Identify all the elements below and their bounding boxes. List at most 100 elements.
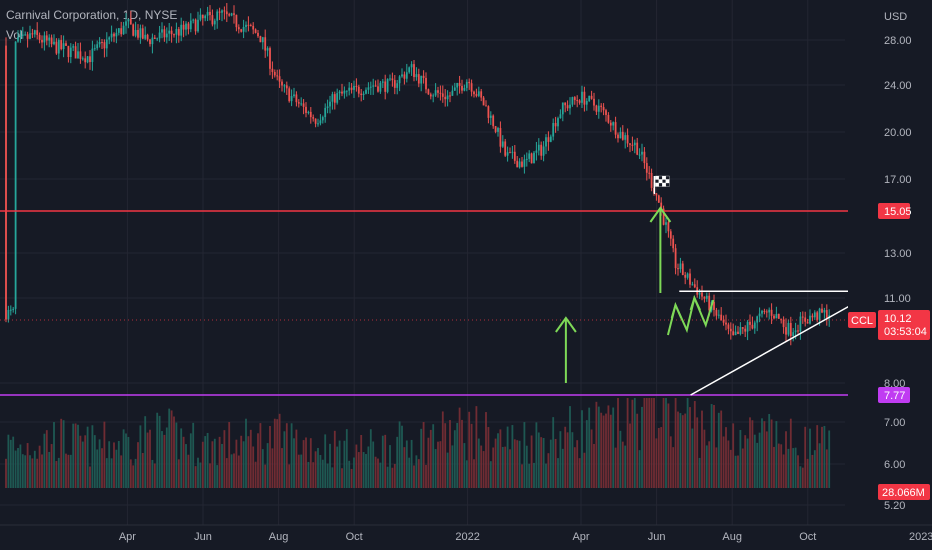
price-tick-label: 6.00 xyxy=(884,459,905,471)
volume-bar xyxy=(403,447,406,488)
candle-body xyxy=(583,91,586,105)
volume-bar xyxy=(561,448,564,488)
candle-body xyxy=(501,141,504,147)
volume-bar xyxy=(590,429,593,488)
candle-body xyxy=(218,11,221,13)
volume-bar xyxy=(825,449,828,488)
price-axis: USD5.206.007.008.0011.0013.0017.0020.002… xyxy=(848,0,932,525)
volume-bar xyxy=(523,422,526,488)
volume-bar xyxy=(288,464,291,488)
candle-body xyxy=(300,103,303,105)
volume-bar xyxy=(67,454,70,488)
candle-body xyxy=(69,47,72,58)
volume-bar xyxy=(161,431,163,488)
volume-bar xyxy=(182,436,185,488)
volume-bar xyxy=(261,449,264,488)
candle-body xyxy=(55,41,58,54)
volume-bar xyxy=(240,435,243,488)
volume-bar xyxy=(33,450,36,488)
volume-bar xyxy=(710,404,713,488)
volume-bar xyxy=(314,451,317,488)
volume-bar xyxy=(504,446,507,488)
volume-bar xyxy=(729,449,732,488)
candle-body xyxy=(252,25,255,30)
candle-body xyxy=(816,312,819,320)
level-label: 15.05 xyxy=(884,206,912,218)
time-tick-label: Oct xyxy=(346,531,363,543)
candle-body xyxy=(785,327,787,335)
volume-bar xyxy=(576,440,579,488)
volume-bar xyxy=(741,448,744,488)
candlesticks xyxy=(5,3,831,346)
candle-body xyxy=(65,43,67,46)
candle-body xyxy=(345,90,348,92)
candle-body xyxy=(158,32,161,39)
volume-bar xyxy=(701,410,703,488)
candle-body xyxy=(753,322,756,329)
volume-bar xyxy=(103,421,106,488)
candle-body xyxy=(477,91,480,96)
time-tick-label: Apr xyxy=(119,531,136,543)
candle-body xyxy=(516,160,519,168)
candle-body xyxy=(708,295,711,311)
candle-body xyxy=(285,85,288,89)
volume-bar xyxy=(636,413,639,488)
candle-body xyxy=(273,71,276,76)
volume-bar xyxy=(245,418,247,488)
volume-bar xyxy=(732,423,735,488)
candle-body xyxy=(672,238,675,249)
candle-body xyxy=(125,21,127,26)
volume-bar xyxy=(141,452,144,488)
volume-bar xyxy=(307,461,310,488)
volume-bar xyxy=(621,441,624,488)
candle-body xyxy=(341,91,343,94)
candle-body xyxy=(153,37,156,39)
candle-body xyxy=(590,95,593,99)
volume-bar xyxy=(722,436,725,488)
candle-body xyxy=(137,29,139,38)
candle-body xyxy=(173,34,175,36)
volume-bar xyxy=(713,405,715,488)
candle-body xyxy=(110,33,113,38)
volume-bar xyxy=(384,434,387,488)
volume-bar xyxy=(24,455,27,488)
candle-body xyxy=(595,105,598,112)
volume-bar xyxy=(487,427,490,488)
volume-bar xyxy=(365,454,367,488)
volume-bar xyxy=(65,453,67,488)
volume-bar xyxy=(353,457,355,488)
volume-bar xyxy=(290,423,293,488)
volume-bar xyxy=(398,421,401,488)
candle-body xyxy=(741,327,744,329)
volume-bar xyxy=(98,439,101,488)
volume-bar xyxy=(101,448,103,488)
candle-body xyxy=(717,314,720,316)
volume-bar xyxy=(153,463,156,488)
candle-body xyxy=(415,74,418,78)
volume-bar xyxy=(305,437,307,488)
current-price-value: 10.12 xyxy=(884,313,912,325)
candle-body xyxy=(525,158,528,160)
volume-bar xyxy=(285,423,288,488)
candle-body xyxy=(473,91,475,95)
candle-body xyxy=(727,324,730,329)
candle-body xyxy=(821,308,823,313)
flag-cell xyxy=(658,182,663,187)
volume-bar xyxy=(542,437,545,488)
volume-bar xyxy=(684,413,687,488)
volume-bar xyxy=(739,430,742,488)
candle-body xyxy=(667,222,670,232)
volume-bar xyxy=(43,433,46,488)
volume-bar xyxy=(578,458,581,488)
candle-body xyxy=(293,94,295,97)
volume-bar xyxy=(276,419,279,488)
volume-bar xyxy=(134,458,137,488)
candle-body xyxy=(739,327,742,335)
volume-bar xyxy=(29,455,31,488)
volume-bar xyxy=(439,441,442,488)
volume-bar xyxy=(57,457,60,488)
candle-body xyxy=(302,103,305,107)
candle-body xyxy=(425,77,427,90)
volume-bar xyxy=(41,454,43,488)
